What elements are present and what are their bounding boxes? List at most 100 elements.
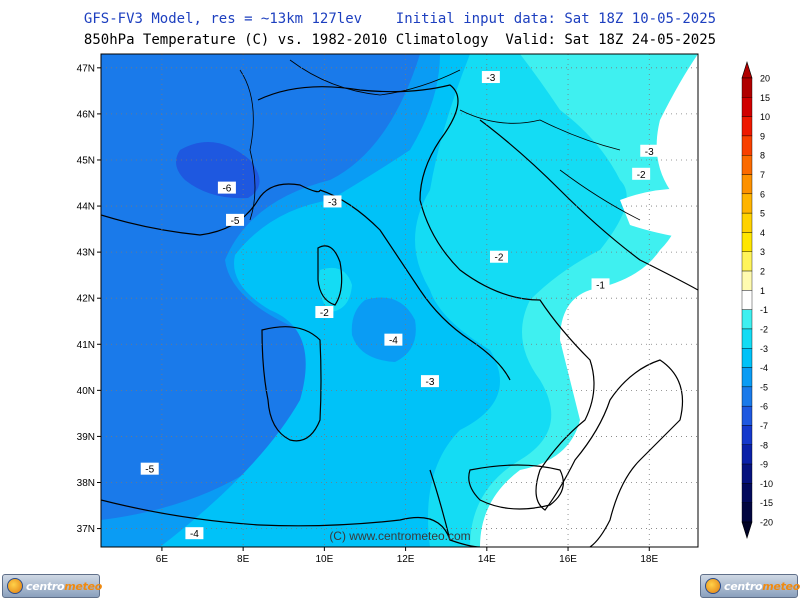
- colorbar-label: -2: [760, 324, 768, 334]
- lon-label: 6E: [156, 554, 169, 565]
- colorbar-swatch: [741, 193, 753, 214]
- map-frame: [100, 53, 699, 548]
- band-above-minus1: [480, 54, 698, 547]
- colorbar-swatch: [741, 483, 753, 503]
- contour-label: -2: [632, 167, 651, 181]
- contour-label: -2: [315, 306, 334, 319]
- colorbar-label: 9: [760, 131, 765, 141]
- band-above-minus1-north: [620, 188, 698, 240]
- coastlines: [101, 84, 698, 547]
- colorbar-top-arrow: [741, 60, 753, 79]
- contour-label: -3: [323, 195, 342, 208]
- svg-text:-4: -4: [190, 529, 199, 540]
- colorbar-swatch: [741, 251, 753, 272]
- band-minus6: [176, 142, 260, 199]
- colorbar-label: -20: [760, 518, 773, 528]
- svg-text:-5: -5: [231, 216, 240, 227]
- contour-label: -3: [481, 71, 500, 84]
- lon-label: 12E: [397, 554, 415, 565]
- colorbar-label: 5: [760, 209, 765, 219]
- lat-label: 42N: [77, 294, 95, 305]
- colorbar-label: 4: [760, 228, 765, 238]
- colorbar-swatch: [741, 135, 753, 156]
- svg-text:-4: -4: [389, 336, 398, 347]
- colorbar-swatch: [741, 386, 753, 407]
- country-borders: [239, 59, 641, 221]
- lon-label: 16E: [559, 554, 577, 565]
- lat-label: 39N: [77, 432, 95, 443]
- colorbar-swatch: [741, 116, 753, 137]
- contour-label: -5: [226, 213, 245, 227]
- colorbar-swatch: [741, 212, 753, 233]
- colorbar-swatch: [741, 444, 753, 465]
- svg-text:-3: -3: [645, 147, 654, 158]
- svg-text:-3: -3: [426, 377, 435, 388]
- colorbar-label: 15: [760, 93, 770, 103]
- colorbar-swatch: [741, 405, 753, 426]
- colorbar-label: 2: [760, 267, 765, 277]
- colorbar-label: 10: [760, 112, 770, 122]
- colorbar-label: -1: [760, 305, 768, 315]
- lon-label: 10E: [315, 554, 333, 565]
- svg-text:-2: -2: [320, 308, 329, 319]
- centrometeo-logo-right[interactable]: centrometeo: [700, 574, 800, 598]
- colorbar-swatch: [741, 425, 753, 445]
- colorbar-label: 3: [760, 247, 765, 257]
- contour-label: -4: [185, 527, 204, 540]
- lon-label: 8E: [237, 554, 250, 565]
- contour-label: -3: [640, 144, 659, 158]
- logo-text: centrometeo: [724, 580, 800, 593]
- colorbar-label: 7: [760, 170, 765, 180]
- axis-labels: 47N 46N 45N 44N 43N 42N 41N 40N 39N 38N 37N 6E 8E 10E…: [77, 63, 659, 565]
- model-info-title: GFS-FV3 Model, res = ~13km 127lev Initia…: [83, 11, 717, 27]
- contour-label: -3: [420, 375, 439, 388]
- lat-label: 43N: [77, 248, 95, 259]
- svg-text:-3: -3: [486, 73, 495, 84]
- colorbar-swatch: [741, 309, 753, 330]
- colorbar-label: -5: [760, 382, 768, 392]
- colorbar-swatch: [741, 155, 753, 175]
- colorbar-swatch: [741, 270, 753, 291]
- lon-label: 14E: [478, 554, 496, 565]
- lat-lon-grid: [101, 54, 698, 547]
- colorbar-bottom-arrow: [741, 521, 753, 540]
- centrometeo-logo-left[interactable]: centrometeo: [2, 574, 102, 598]
- watermark-text: (C) www.centrometeo.com: [329, 529, 470, 543]
- lat-label: 38N: [77, 478, 95, 489]
- colorbar-label: -10: [760, 479, 773, 489]
- lat-label: 44N: [77, 202, 95, 213]
- colorbar-swatch: [741, 463, 753, 484]
- colorbar-swatch: [741, 232, 753, 252]
- svg-text:-5: -5: [145, 465, 154, 476]
- lon-label: 18E: [640, 554, 658, 565]
- lat-label: 47N: [77, 63, 95, 74]
- contour-label: -5: [140, 462, 159, 476]
- colorbar-label: 6: [760, 189, 765, 199]
- colorbar-label: 1: [760, 286, 765, 296]
- lat-label: 41N: [77, 340, 95, 351]
- colorbar-label: -8: [760, 440, 768, 450]
- lat-label: 46N: [77, 109, 95, 120]
- colorbar-label: -4: [760, 363, 768, 373]
- colorbar-label: -3: [760, 344, 768, 354]
- field-valid-title: 850hPa Temperature (C) vs. 1982-2010 Cli…: [83, 32, 717, 48]
- colorbar-label: -7: [760, 421, 768, 431]
- colorbar-label: -9: [760, 460, 768, 470]
- colorbar-swatch: [741, 97, 753, 117]
- svg-text:-1: -1: [596, 280, 605, 291]
- colorbar-label: -6: [760, 402, 768, 412]
- lat-label: 37N: [77, 524, 95, 535]
- contour-label: -4: [384, 333, 403, 347]
- contour-label-group: -3 -3 -2 -6 -5 -3 -2 -1 -2 -4 -3 -5 -4: [140, 71, 659, 540]
- logo-text: centrometeo: [26, 580, 102, 593]
- colorbar-swatch: [741, 77, 753, 98]
- svg-text:-2: -2: [637, 170, 646, 181]
- colorbar-swatch: [741, 348, 753, 368]
- logo-disc-icon: [705, 578, 721, 594]
- map-plot-area: -3 -3 -2 -6 -5 -3 -2 -1 -2 -4 -3 -5 -4: [101, 54, 698, 547]
- svg-text:-3: -3: [328, 197, 337, 208]
- svg-text:-2: -2: [495, 253, 504, 264]
- contour-label: -2: [490, 250, 508, 264]
- colorbar-swatch: [741, 502, 753, 523]
